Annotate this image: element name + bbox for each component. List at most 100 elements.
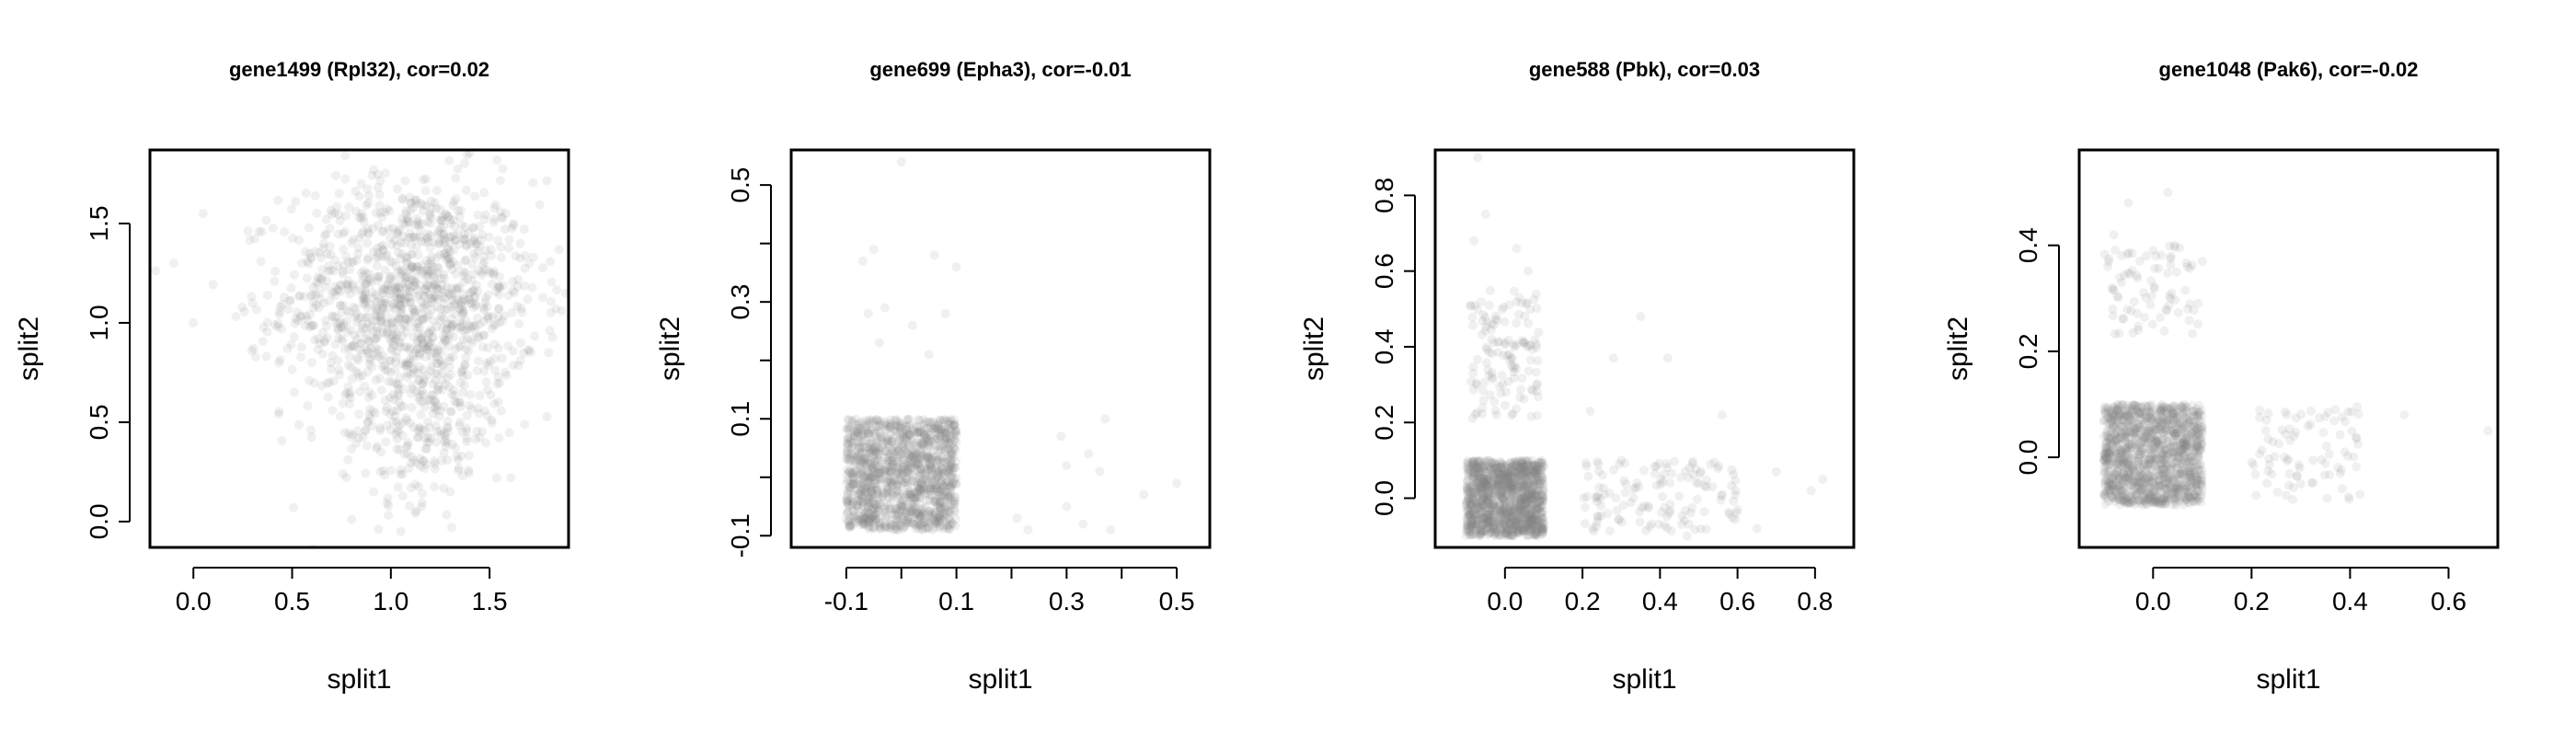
scatter-point [868,463,879,473]
scatter-point [466,335,477,345]
scatter-point [1512,515,1522,525]
scatter-point [1478,500,1489,511]
scatter-point [431,406,442,416]
scatter-point [901,424,911,434]
scatter-point [1500,514,1510,524]
scatter-point [406,369,416,379]
scatter-point [843,507,853,517]
scatter-point [341,388,351,397]
scatter-point [843,500,853,511]
scatter-point [338,398,348,408]
scatter-point [305,375,315,385]
scatter-point [354,213,364,223]
scatter-point [360,299,370,309]
scatter-point [868,464,879,474]
scatter-point [361,293,371,304]
scatter-point [329,208,339,218]
scatter-point [927,465,937,475]
scatter-point [1674,491,1685,501]
scatter-point [888,453,898,462]
scatter-point [902,433,912,443]
scatter-point [1478,518,1488,528]
scatter-point [942,521,952,531]
scatter-point [520,263,530,273]
scatter-point [854,514,864,524]
scatter-point [951,431,961,440]
scatter-point [946,500,956,509]
scatter-point [1529,529,1539,539]
scatter-point [354,409,364,420]
scatter-point [897,469,907,478]
scatter-point [877,443,887,452]
scatter-point [496,242,506,252]
scatter-point [306,425,316,435]
scatter-point [1499,468,1509,478]
scatter-point [914,493,925,503]
scatter-point [872,447,882,457]
scatter-point [912,421,922,431]
scatter-point [306,432,316,443]
scatter-point [873,462,883,472]
scatter-point [520,250,530,260]
scatter-point [1490,526,1501,536]
scatter-point [368,247,378,257]
scatter-point [939,494,949,504]
scatter-point [889,449,898,459]
scatter-point [863,473,873,483]
scatter-point [1504,478,1514,489]
scatter-point [923,476,932,486]
scatter-point [1510,505,1519,515]
scatter-point [458,326,467,336]
scatter-point [919,431,929,440]
scatter-point [1538,492,1548,502]
scatter-point [489,339,500,349]
scatter-point [504,235,514,245]
scatter-point [937,463,947,473]
scatter-point [1526,385,1536,395]
scatter-point [451,236,460,246]
scatter-point [453,260,463,270]
scatter-point [1480,478,1490,489]
scatter-point [1538,458,1548,468]
scatter-point [386,272,397,282]
scatter-point [858,458,868,468]
scatter-point [914,454,924,465]
scatter-point [515,238,525,248]
scatter-point [942,523,952,533]
scatter-point [327,209,337,219]
scatter-point [399,449,409,459]
scatter-point [478,251,489,261]
scatter-point [868,489,878,500]
scatter-point [349,235,359,245]
scatter-point [915,512,926,522]
scatter-point [466,323,476,333]
scatter-point [849,476,859,486]
scatter-point [864,518,874,528]
scatter-point [842,438,852,448]
scatter-point [393,226,403,236]
scatter-point [489,270,500,280]
scatter-point [936,513,946,523]
scatter-point [861,423,871,433]
scatter-point [1469,511,1479,521]
scatter-point [401,314,411,324]
scatter-point [403,293,413,303]
scatter-point [878,488,888,498]
scatter-point [372,443,382,454]
scatter-point [459,270,469,281]
scatter-point [912,492,922,502]
scatter-point [1522,491,1532,501]
scatter-point [401,362,411,372]
scatter-point [843,497,853,507]
scatter-point [928,424,938,434]
scatter-point [943,416,953,426]
scatter-point [1466,488,1477,498]
scatter-point [843,486,853,496]
scatter-point [1635,517,1645,527]
scatter-point [914,519,925,529]
scatter-point [301,311,311,321]
scatter-point [1514,509,1524,519]
scatter-point [396,526,406,536]
scatter-point [1514,465,1524,475]
scatter-point [393,247,403,258]
